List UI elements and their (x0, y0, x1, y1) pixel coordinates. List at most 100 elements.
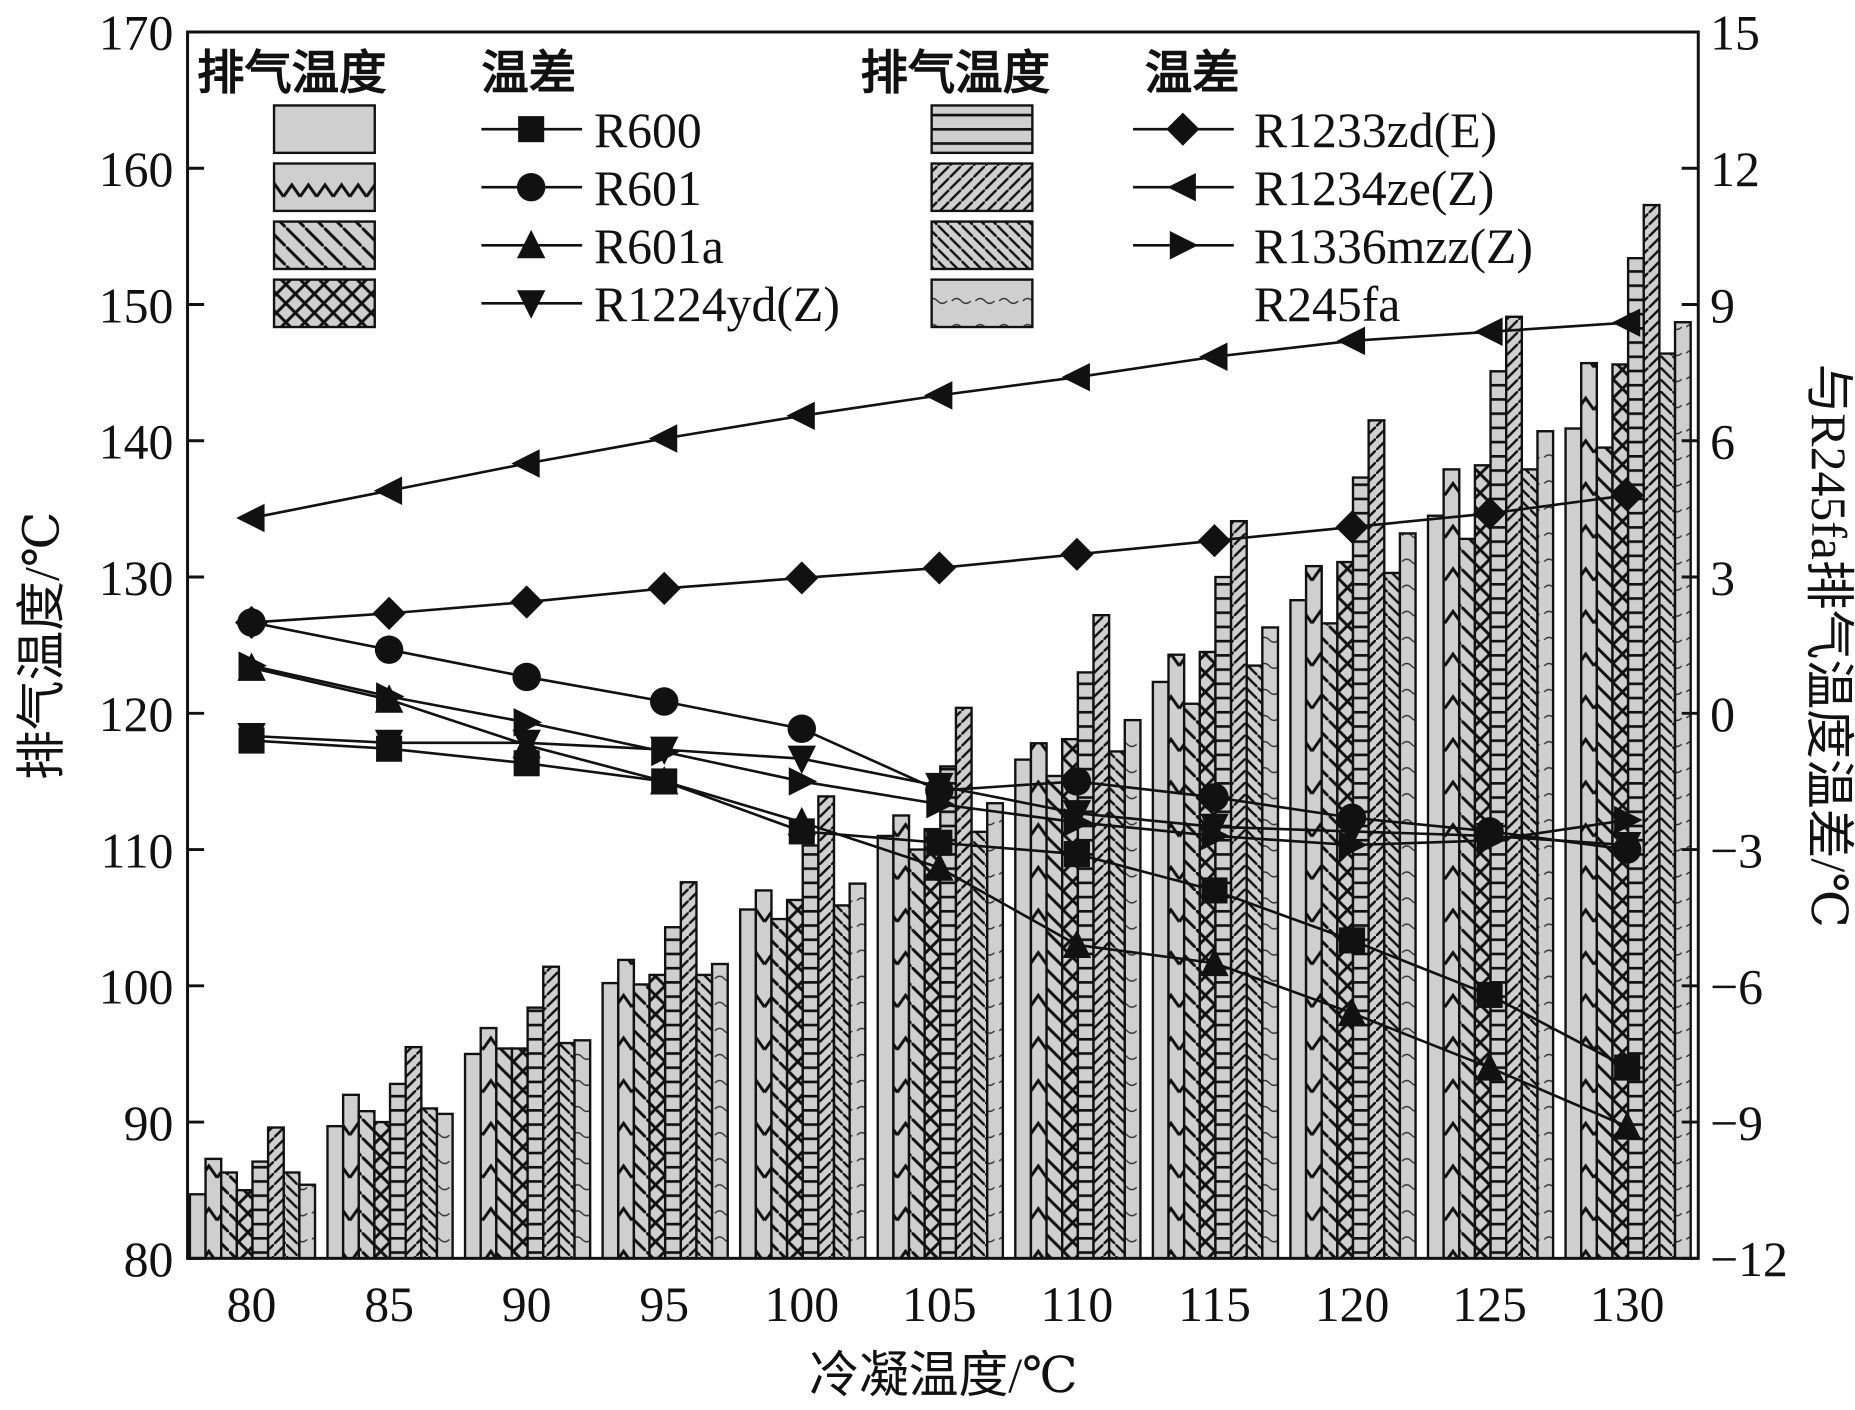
bar-R1234ze(Z)-115 (1229, 519, 1248, 1260)
marker-R600-115 (1201, 877, 1228, 904)
bar-R245fa-90 (573, 1039, 592, 1260)
marker-R1234ze(Z)-85 (373, 476, 403, 505)
bar-R1234ze(Z)-100 (817, 795, 836, 1260)
marker-R1234ze(Z)-105 (923, 381, 953, 410)
legend-header-line: 温差 (1145, 47, 1240, 100)
marker-R1336mzz(Z)-90 (513, 708, 543, 737)
y2-tick-label: 15 (1710, 6, 1760, 61)
bar-R1336mzz(Z)-80 (282, 1171, 301, 1260)
legend-label-R601a: R601a (594, 219, 724, 274)
legend-swatch-R245fa (930, 278, 1034, 329)
marker-R1233zd(E)-110 (1060, 537, 1094, 571)
bar-R245fa-115 (1261, 626, 1280, 1260)
marker-R1234ze(Z)-110 (1061, 362, 1090, 392)
bar-R601a-125 (1458, 537, 1477, 1260)
legend-header-line: 温差 (481, 47, 576, 100)
marker-R1233zd(E)-80 (234, 605, 269, 640)
legend-header-bar: 排气温度 (197, 47, 387, 100)
bar-R601-90 (479, 1026, 498, 1260)
bar-R1224yd(Z)-95 (648, 973, 667, 1260)
bar-R1233zd(E)-90 (526, 1006, 545, 1260)
bar-R245fa-120 (1398, 532, 1417, 1260)
marker-R1233zd(E)-120 (1335, 510, 1369, 544)
marker-R1233zd(E)-85 (372, 596, 406, 630)
marker-R1224yd(Z)-105 (925, 772, 954, 802)
legend-swatch-R1224yd(Z) (272, 278, 376, 329)
bar-R1234ze(Z)-120 (1367, 419, 1386, 1260)
bar-R1336mzz(Z)-130 (1658, 352, 1677, 1260)
bar-R601a-115 (1182, 702, 1201, 1260)
legend-label-R245fa: R245fa (1254, 277, 1400, 332)
legend-swatch-R601 (272, 162, 376, 213)
x-tick-label: 85 (364, 1277, 414, 1332)
legend-label-R1336mzz(Z): R1336mzz(Z) (1254, 219, 1533, 274)
bar-R601-125 (1442, 468, 1461, 1260)
marker-R1234ze(Z)-130 (1611, 308, 1641, 337)
bar-R600-95 (601, 981, 620, 1260)
bar-R600-115 (1151, 680, 1170, 1260)
x-tick-label: 95 (639, 1277, 689, 1332)
bar-R1224yd(Z)-85 (373, 1120, 392, 1260)
legend-marker-R1336mzz(Z) (1169, 231, 1199, 260)
bar-R1233zd(E)-130 (1626, 256, 1645, 1260)
bar-R600-120 (1289, 599, 1308, 1260)
bar-R1233zd(E)-95 (663, 926, 682, 1260)
bar-R1336mzz(Z)-105 (970, 830, 989, 1260)
marker-R601-110 (1062, 767, 1092, 796)
marker-R600-130 (1614, 1054, 1641, 1081)
bar-R601a-105 (907, 848, 926, 1260)
y2-tick-label: 9 (1710, 278, 1735, 333)
bar-R1233zd(E)-115 (1214, 575, 1233, 1260)
line-R1234ze(Z) (251, 321, 1628, 520)
marker-R1336mzz(Z)-95 (651, 737, 680, 767)
bar-R1233zd(E)-80 (251, 1160, 270, 1260)
marker-R1224yd(Z)-110 (1062, 800, 1092, 829)
bar-R1234ze(Z)-90 (542, 965, 561, 1260)
bar-R601-100 (754, 889, 773, 1260)
marker-R1224yd(Z)-115 (1200, 813, 1229, 843)
bar-R1234ze(Z)-80 (266, 1126, 285, 1260)
bar-R601a-110 (1045, 774, 1064, 1260)
y-tick-label: 130 (99, 551, 174, 606)
marker-R601a-125 (1475, 1052, 1504, 1081)
marker-R1234ze(Z)-100 (786, 401, 815, 431)
marker-R1234ze(Z)-125 (1474, 317, 1503, 346)
x-tick-label: 125 (1452, 1277, 1527, 1332)
x-tick-label: 115 (1178, 1277, 1251, 1332)
legend-swatch-R600 (272, 104, 376, 155)
legend-marker-R601 (516, 172, 546, 202)
marker-R1336mzz(Z)-105 (926, 789, 955, 819)
legend-marker-R601a (516, 229, 546, 259)
legend-label-R1224yd(Z): R1224yd(Z) (594, 277, 840, 332)
bar-R600-90 (463, 1052, 482, 1260)
bar-R245fa-80 (298, 1183, 317, 1260)
y2-tick-label: 6 (1710, 415, 1735, 470)
bar-R1224yd(Z)-90 (510, 1047, 529, 1260)
bar-R1336mzz(Z)-85 (420, 1107, 439, 1260)
legend-swatch-R601a (272, 220, 376, 271)
bar-R601a-80 (220, 1171, 239, 1260)
marker-R1336mzz(Z)-85 (376, 682, 405, 711)
x-tick-label: 80 (227, 1277, 277, 1332)
bar-R245fa-130 (1673, 321, 1692, 1260)
marker-R1224yd(Z)-100 (787, 745, 817, 775)
bar-R1224yd(Z)-105 (923, 827, 942, 1260)
bar-R600-100 (738, 908, 757, 1260)
legend-swatch-R1233zd(E) (930, 104, 1034, 155)
bar-R601-110 (1029, 742, 1048, 1260)
marker-R1224yd(Z)-85 (374, 729, 404, 759)
y2-tick-label: 12 (1710, 142, 1760, 197)
legend-marker-R1233zd(E) (1166, 112, 1200, 146)
marker-R601-115 (1200, 783, 1229, 812)
legend-marker-R1234ze(Z) (1167, 172, 1196, 202)
bar-R1336mzz(Z)-100 (832, 904, 851, 1260)
marker-R1234ze(Z)-95 (648, 424, 678, 453)
marker-R1336mzz(Z)-125 (1476, 826, 1506, 855)
x-tick-label: 130 (1590, 1277, 1665, 1332)
legend-label-R1233zd(E): R1233zd(E) (1254, 103, 1497, 158)
marker-R1233zd(E)-100 (785, 561, 819, 595)
bar-R600-85 (326, 1124, 345, 1260)
legend-header-bar: 排气温度 (861, 47, 1051, 100)
